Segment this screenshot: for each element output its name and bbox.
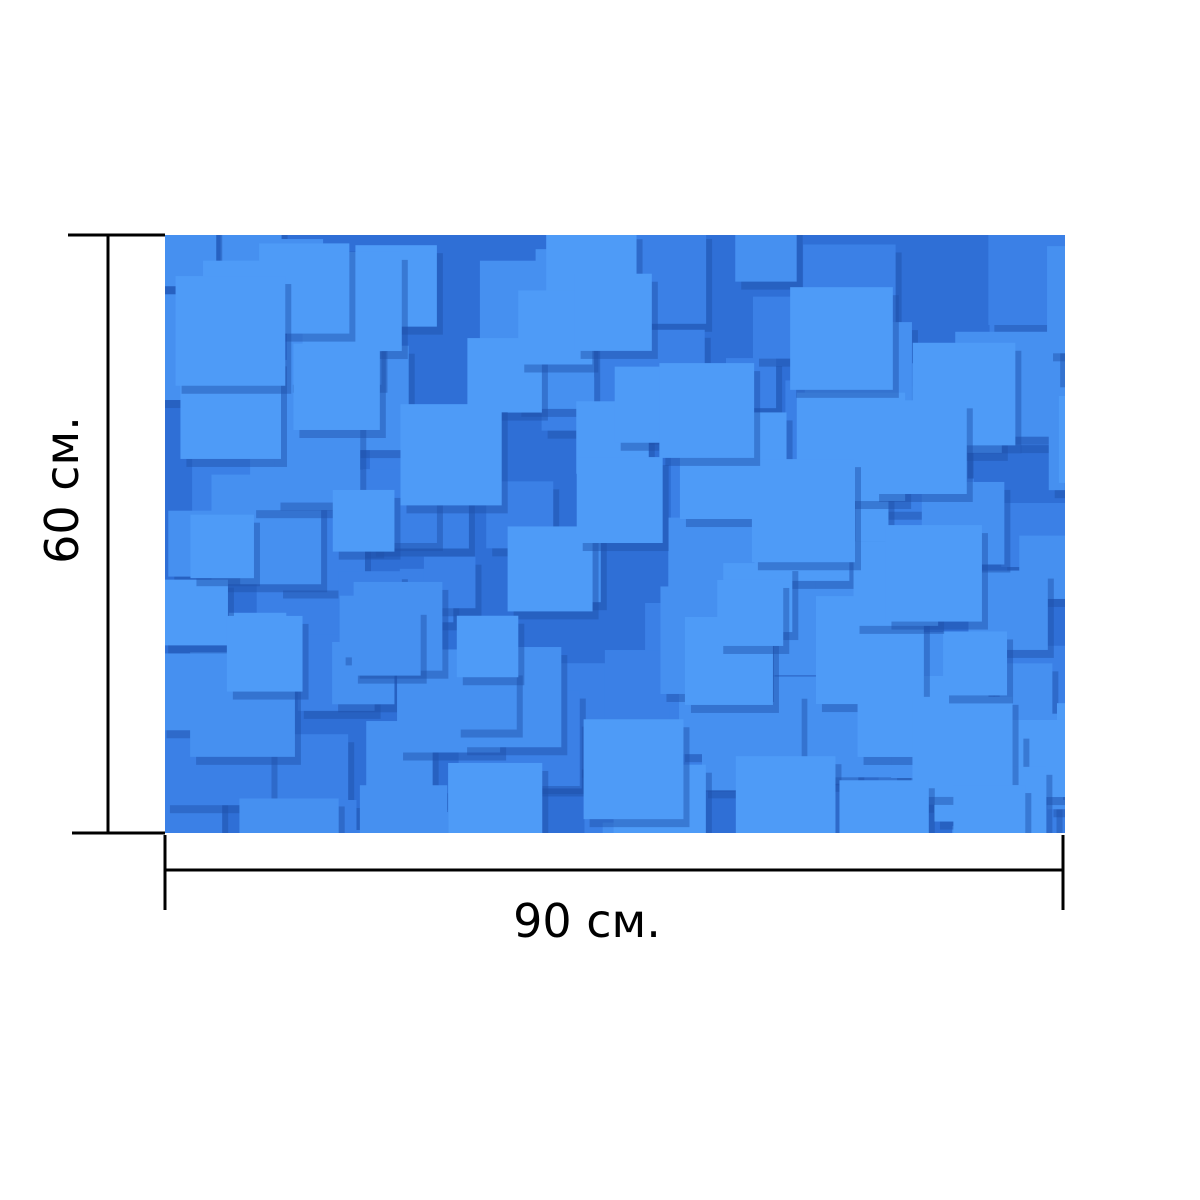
tile xyxy=(274,416,361,503)
tile xyxy=(659,363,755,458)
tile-shadow xyxy=(949,850,1053,954)
tile xyxy=(953,785,1026,833)
tile xyxy=(293,343,380,430)
tile xyxy=(943,842,1047,946)
tile xyxy=(165,579,228,646)
tile xyxy=(602,822,682,833)
tile xyxy=(857,692,923,757)
tile xyxy=(454,667,517,730)
tile xyxy=(318,829,423,833)
tile xyxy=(576,457,663,544)
tile xyxy=(907,834,975,902)
tile xyxy=(190,514,254,579)
tile xyxy=(226,615,303,692)
tile-shadow xyxy=(1090,350,1146,406)
tile xyxy=(735,756,836,833)
tile xyxy=(1076,846,1145,915)
tile-shadow xyxy=(1054,395,1065,499)
tile xyxy=(751,459,855,563)
width-label: 90 см. xyxy=(513,894,661,948)
tile xyxy=(1084,342,1140,398)
tile-shadow xyxy=(325,838,429,942)
tile-shadow xyxy=(1064,403,1065,491)
tile xyxy=(839,780,929,833)
tile xyxy=(332,489,395,552)
tile xyxy=(448,762,543,833)
tile xyxy=(583,719,684,820)
tile xyxy=(239,798,339,833)
tile xyxy=(351,606,421,676)
tile xyxy=(735,235,797,282)
tile xyxy=(790,287,893,390)
tile xyxy=(1056,703,1065,792)
tile xyxy=(175,276,286,386)
tile xyxy=(912,696,1013,797)
tile-shadow xyxy=(958,834,1037,913)
tile xyxy=(873,400,967,495)
tile-shadow xyxy=(1062,711,1065,800)
tile xyxy=(1058,395,1065,483)
height-label: 60 см. xyxy=(35,416,89,564)
tile xyxy=(1086,351,1141,406)
tile xyxy=(885,525,982,622)
tile xyxy=(388,812,449,833)
tile xyxy=(717,579,784,646)
tile-shadow xyxy=(1092,359,1147,414)
tile-shadow xyxy=(913,842,981,910)
tile xyxy=(988,235,1065,325)
tile xyxy=(958,845,1061,948)
tile xyxy=(574,273,652,351)
tile xyxy=(943,631,1008,696)
tile xyxy=(952,825,1032,833)
tile xyxy=(456,615,519,678)
artwork-tiles xyxy=(165,235,1151,954)
tile xyxy=(400,404,502,506)
tile-shadow xyxy=(1053,254,1065,362)
tile xyxy=(1047,246,1065,354)
tile-shadow xyxy=(1053,721,1065,818)
tile-shadow xyxy=(1082,854,1151,923)
